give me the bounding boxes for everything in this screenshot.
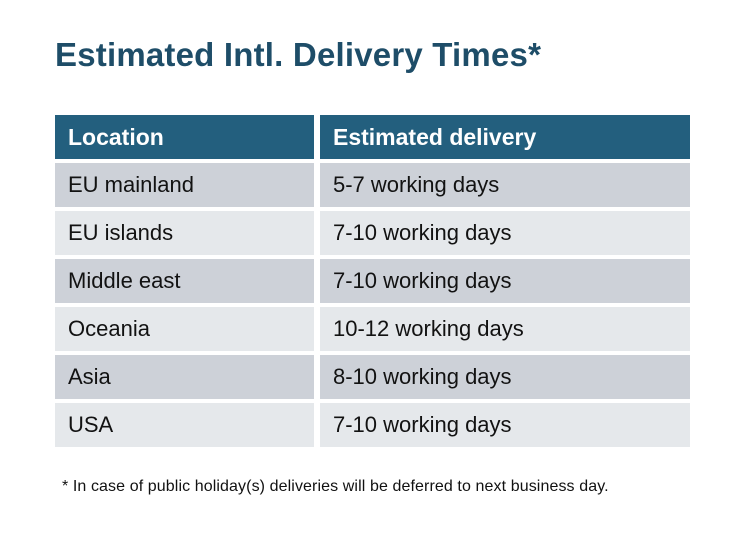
table-cell-location: EU islands — [55, 211, 314, 255]
table-cell-delivery: 10-12 working days — [320, 307, 690, 351]
table-cell-delivery: 7-10 working days — [320, 211, 690, 255]
table-cell-location: USA — [55, 403, 314, 447]
table-cell-delivery: 7-10 working days — [320, 259, 690, 303]
table-cell-location: Middle east — [55, 259, 314, 303]
table-cell-location: EU mainland — [55, 163, 314, 207]
delivery-times-table: Location Estimated delivery EU mainland … — [55, 115, 690, 447]
footnote: * In case of public holiday(s) deliverie… — [62, 478, 609, 495]
page-title: Estimated Intl. Delivery Times* — [55, 36, 542, 73]
column-header-estimated-delivery: Estimated delivery — [320, 115, 690, 159]
table-cell-delivery: 8-10 working days — [320, 355, 690, 399]
column-header-location: Location — [55, 115, 314, 159]
table-cell-delivery: 5-7 working days — [320, 163, 690, 207]
table-cell-location: Oceania — [55, 307, 314, 351]
table-cell-location: Asia — [55, 355, 314, 399]
table-cell-delivery: 7-10 working days — [320, 403, 690, 447]
